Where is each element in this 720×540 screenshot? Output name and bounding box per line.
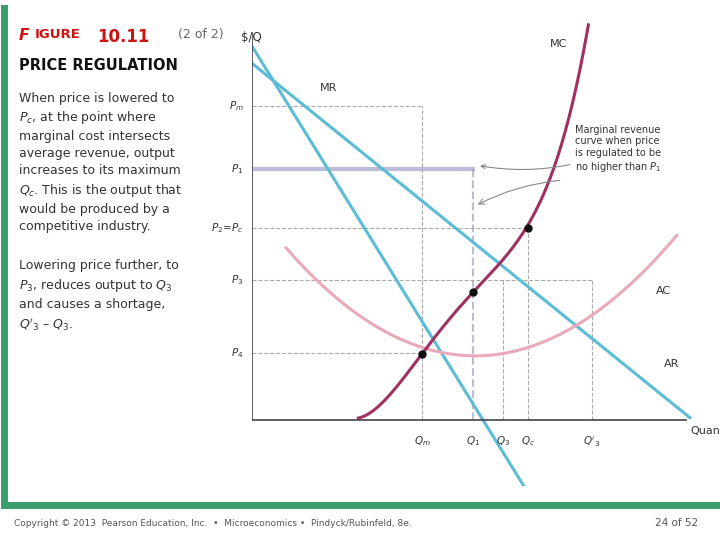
Text: 10.11: 10.11 [97,29,150,46]
Text: $P_2\!=\!P_c$: $P_2\!=\!P_c$ [211,221,243,235]
Text: $P_m$: $P_m$ [229,99,243,113]
Text: Marginal revenue
curve when price
is regulated to be
no higher than $P_1$: Marginal revenue curve when price is reg… [481,125,662,174]
Text: 24 of 52: 24 of 52 [655,518,698,528]
Text: Quantity: Quantity [690,426,720,436]
Text: When price is lowered to
$P_c$, at the point where
marginal cost intersects
aver: When price is lowered to $P_c$, at the p… [19,91,182,233]
Text: IGURE: IGURE [35,29,81,42]
Text: PRICE REGULATION: PRICE REGULATION [19,58,178,72]
Text: $P_1$: $P_1$ [231,162,243,176]
Text: AC: AC [656,286,671,296]
Text: $/Q: $/Q [241,31,262,44]
Text: MR: MR [320,83,337,93]
Text: $Q_c$: $Q_c$ [521,434,536,448]
Text: $P_4$: $P_4$ [231,347,243,360]
Text: MC: MC [549,39,567,49]
Text: $P_3$: $P_3$ [231,273,243,287]
Text: $Q_m$: $Q_m$ [414,434,431,448]
Text: (2 of 2): (2 of 2) [179,29,224,42]
Text: $Q'_3$: $Q'_3$ [583,434,600,449]
Text: F: F [19,29,30,43]
Text: $Q_3$: $Q_3$ [495,434,510,448]
Text: Copyright © 2013  Pearson Education, Inc.  •  Microeconomics •  Pindyck/Rubinfel: Copyright © 2013 Pearson Education, Inc.… [14,519,412,528]
Text: Lowering price further, to
$P_3$, reduces output to $Q_3$
and causes a shortage,: Lowering price further, to $P_3$, reduce… [19,259,179,333]
Text: AR: AR [665,360,680,369]
Text: $Q_1$: $Q_1$ [466,434,480,448]
